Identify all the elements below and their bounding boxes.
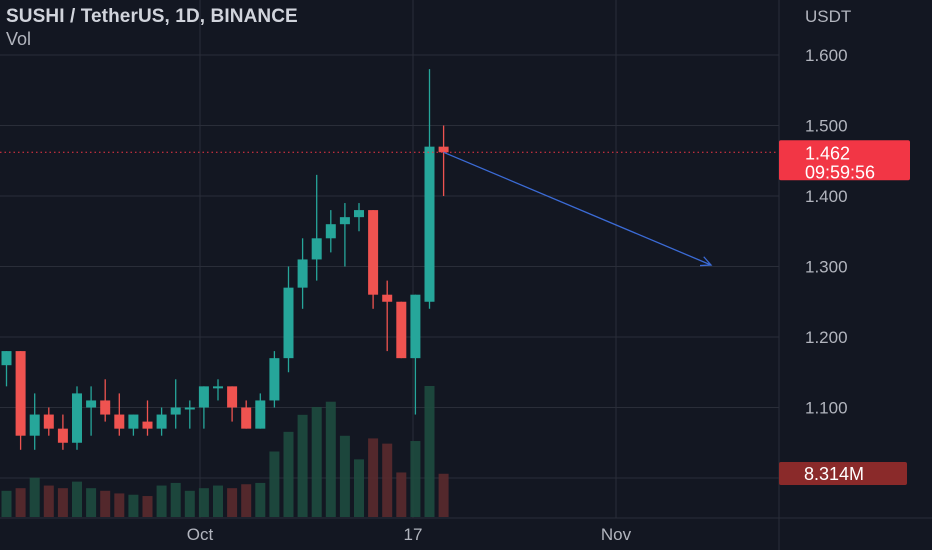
price-tick-label: 1.300 [805, 258, 848, 277]
volume-bar [170, 482, 181, 517]
volume-bar [241, 484, 252, 517]
candle-body [339, 217, 350, 225]
volume-bar [227, 488, 238, 517]
volume-bar [354, 459, 364, 517]
candle-body [57, 428, 68, 443]
candle-body [396, 301, 407, 359]
last-price-badge [779, 140, 910, 181]
candle-body [86, 400, 97, 408]
volume-bar [72, 481, 82, 517]
candle-body [269, 358, 280, 401]
candle-body [382, 294, 393, 302]
candle-body [72, 393, 82, 443]
price-axis[interactable]: USDT 1.600 1.500 1.400 1.300 1.200 1.100 1.4620… [778, 0, 910, 550]
volume-bar [396, 472, 407, 517]
price-tick-label: 1.100 [805, 399, 848, 418]
candle-body [213, 386, 223, 389]
candle-body [156, 414, 167, 429]
candle-body [170, 407, 181, 415]
volume-bar [142, 496, 153, 517]
price-tick-label: 1.400 [805, 187, 848, 206]
volume-bar [424, 386, 435, 517]
candle-body [184, 407, 195, 410]
volume-bar [29, 477, 40, 517]
volume-bars [1, 386, 449, 517]
candle-body [142, 421, 153, 429]
symbol-title[interactable]: SUSHI / TetherUS, 1D, BINANCE [6, 6, 298, 27]
candle-body [114, 414, 125, 429]
volume-bar [184, 490, 195, 517]
volume-bar [86, 488, 97, 517]
chart-legend: SUSHI / TetherUS, 1D, BINANCE Vol [6, 6, 298, 50]
volume-bar [269, 451, 280, 517]
price-tick-label: 1.600 [805, 46, 848, 65]
candle-body [255, 400, 266, 429]
time-tick-label: Nov [601, 525, 632, 544]
trend-arrow-head [699, 256, 713, 267]
volume-indicator-label[interactable]: Vol [6, 29, 32, 49]
volume-bar [198, 488, 209, 517]
overlay [0, 151, 779, 267]
volume-bar [57, 488, 68, 517]
time-axis[interactable]: Oct 17 Nov [0, 517, 932, 544]
grid [0, 0, 779, 518]
time-tick-label: 17 [404, 525, 423, 544]
candle-body [410, 294, 421, 359]
candle-body [227, 386, 238, 408]
countdown-timer: 09:59:56 [805, 162, 875, 182]
volume-bar [114, 493, 125, 517]
volume-bar [255, 482, 266, 517]
candle-body [424, 146, 435, 302]
volume-bar [410, 441, 421, 517]
volume-bar [100, 490, 111, 517]
candle-body [325, 224, 336, 239]
candle-body [1, 351, 12, 366]
volume-bar [283, 431, 294, 517]
time-tick-label: Oct [187, 525, 214, 544]
volume-bar [438, 473, 449, 517]
candle-body [198, 386, 209, 408]
volume-bar [325, 401, 336, 517]
volume-bar [128, 494, 139, 517]
candle-body [368, 210, 379, 295]
price-axis-unit: USDT [805, 7, 851, 26]
volume-bar [156, 485, 167, 517]
candle-body [29, 414, 40, 436]
candle-body [283, 287, 294, 359]
volume-bar [297, 414, 308, 517]
candles [1, 69, 449, 450]
volume-bar [1, 490, 12, 517]
volume-bar [339, 435, 350, 517]
candle-body [297, 259, 308, 288]
volume-bar [213, 485, 223, 517]
last-price-value: 1.462 [805, 143, 850, 163]
volume-bar [43, 485, 54, 517]
price-tick-label: 1.200 [805, 328, 848, 347]
volume-bar [368, 438, 379, 517]
candle-body [438, 146, 449, 153]
trend-arrow-line [443, 151, 712, 266]
volume-bar [15, 488, 26, 517]
candle-body [128, 414, 139, 429]
candle-body [241, 407, 252, 429]
volume-badge [779, 462, 907, 485]
volume-bar [311, 406, 322, 517]
candle-body [311, 238, 322, 260]
price-tick-label: 1.500 [805, 117, 848, 136]
volume-bar [382, 443, 393, 517]
candle-body [100, 400, 111, 415]
volume-value: 8.314M [804, 464, 864, 484]
candle-body [354, 210, 364, 218]
candle-body [15, 351, 26, 436]
candle-body [43, 414, 54, 429]
